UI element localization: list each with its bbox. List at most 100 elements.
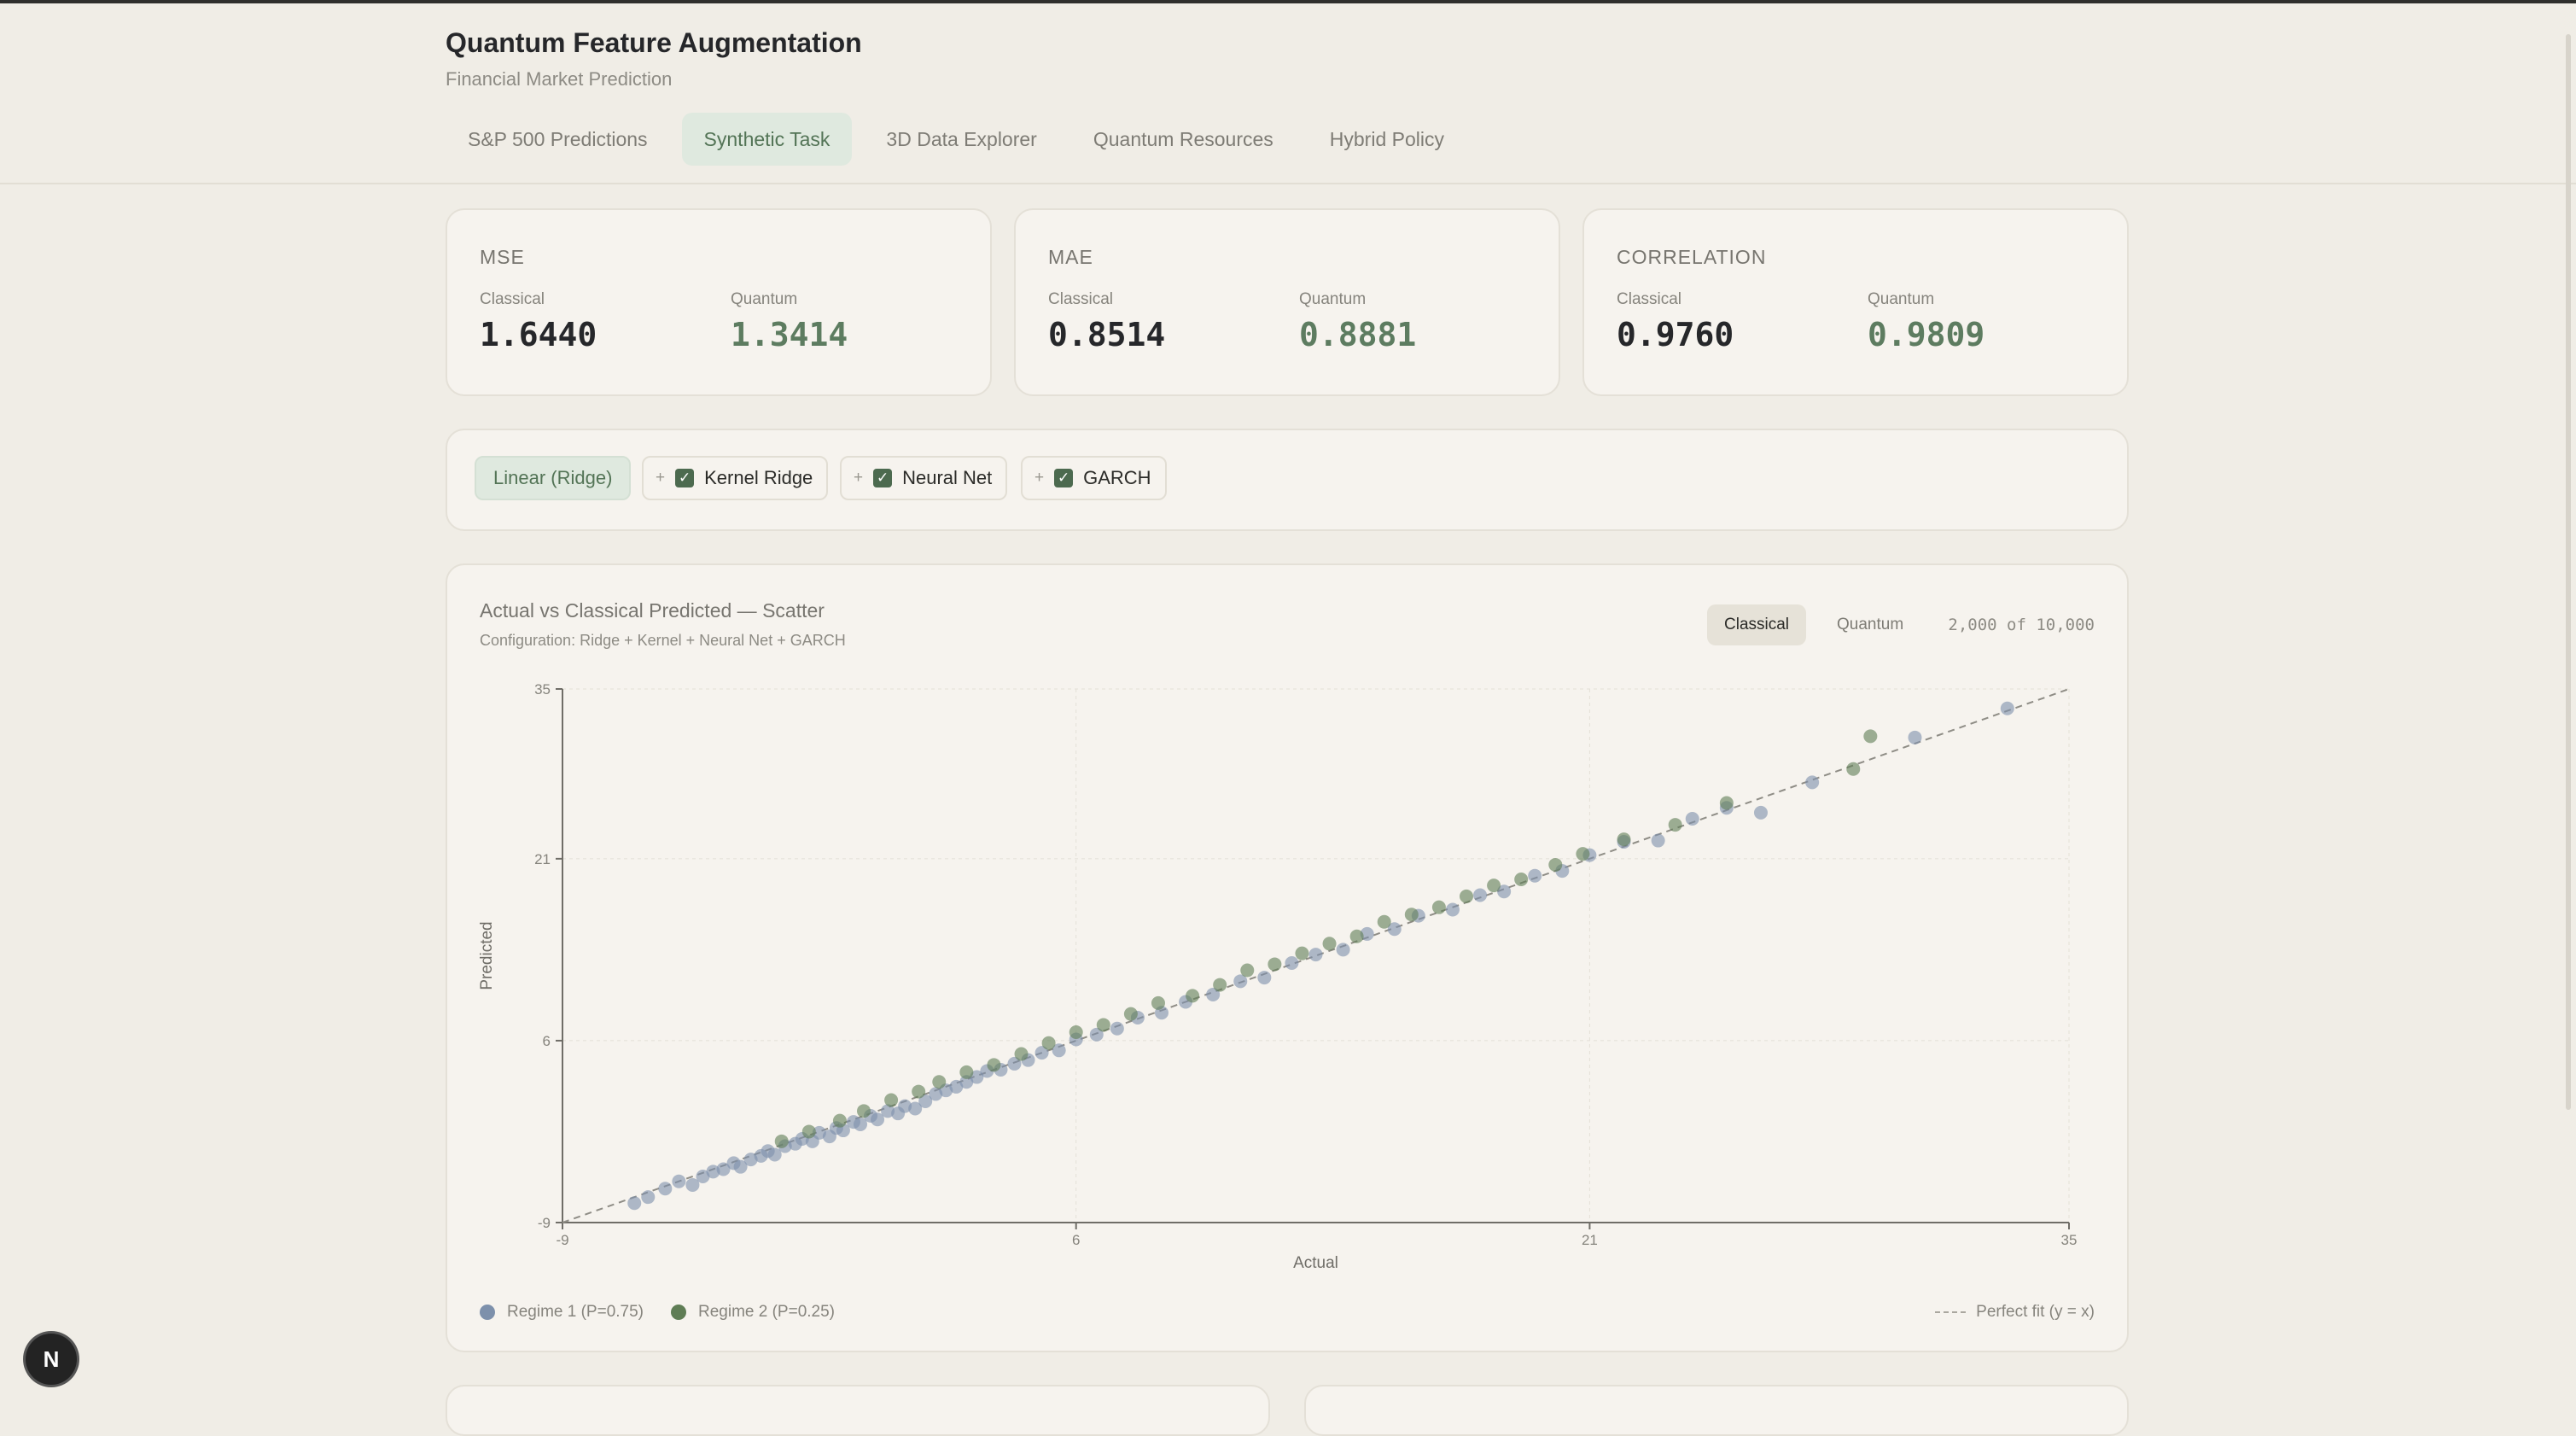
tab-bar: S&P 500 Predictions Synthetic Task 3D Da… [446,113,1466,166]
tab-3d-data-explorer[interactable]: 3D Data Explorer [886,128,1037,150]
checkbox-neural-net[interactable]: ✓ [873,469,893,487]
metric-classical-label: Classical [480,290,545,308]
regime-1-point [949,1079,964,1094]
regime-2-point [1240,963,1255,978]
regime-1-point [853,1117,867,1131]
regime-1-point [1257,971,1272,985]
regime-1-point [871,1112,885,1127]
regime-2-point [1719,796,1734,810]
model-chip-garch[interactable]: + ✓ GARCH [1021,456,1167,500]
regime-2-point [987,1058,1001,1072]
legend-label: Perfect fit (y = x) [1976,1303,2095,1321]
regime-2-point [912,1084,926,1099]
regime-2-point [959,1065,974,1079]
regime-1-point [1206,987,1221,1001]
metric-classical: Classical 0.8514 [1048,290,1165,353]
checkbox-garch[interactable]: ✓ [1054,469,1074,487]
regime-1-point [970,1070,984,1084]
regime-2-point [1123,1007,1138,1021]
metric-classical-value: 1.6440 [480,316,597,353]
regime-2-point [1213,978,1227,992]
regime-1-point [716,1162,731,1176]
model-chip-kernel-ridge[interactable]: + ✓ Kernel Ridge [642,456,829,500]
regime-1-point [1445,902,1460,917]
legend-regime-2: Regime 2 (P=0.25) [671,1303,835,1322]
regime-2-point [1548,857,1563,872]
y-tick-label: 6 [543,1033,551,1049]
regime-2-point [1295,946,1309,960]
regime-1-point [898,1099,912,1113]
y-tick-label: -9 [538,1215,551,1231]
y-axis-label: Predicted [478,921,496,989]
regime-1-point [733,1159,748,1174]
tab-synthetic-task[interactable]: Synthetic Task [681,113,853,166]
regime-2-point [884,1093,899,1107]
metric-classical-value: 0.9760 [1617,316,1734,353]
regime-2-point [1014,1047,1029,1061]
window-top-border [0,0,2576,3]
legend-dashed-line [1935,1311,1967,1313]
legend-swatch-regime-1 [480,1305,495,1320]
regime-2-point [832,1113,847,1128]
metric-quantum-value: 0.8881 [1299,316,1417,353]
metric-quantum-label: Quantum [731,290,798,308]
regime-1-point [2000,701,2014,715]
regime-2-point [1514,873,1529,887]
regime-1-point [812,1125,826,1140]
metric-quantum-value: 1.3414 [731,316,848,353]
x-tick-label: 35 [2061,1232,2078,1248]
model-chip-neural-net[interactable]: + ✓ Neural Net [840,456,1008,500]
regime-2-point [1151,995,1165,1010]
regime-2-point [1349,929,1364,943]
chart-title: Actual vs Classical Predicted — Scatter [480,599,825,622]
sample-count: 2,000 of 10,000 [1948,616,2095,634]
regime-1-point [743,1153,758,1167]
metric-quantum: Quantum 0.8881 [1299,290,1416,353]
legend-swatch-regime-2 [671,1305,686,1320]
regime-2-point [1576,847,1590,861]
regime-1-point [881,1104,895,1118]
regime-2-point [857,1104,871,1118]
tab-sp500-predictions[interactable]: S&P 500 Predictions [468,128,648,150]
bottom-card-right [1304,1385,2129,1436]
view-classical-button[interactable]: Classical [1707,604,1807,645]
regime-1-point [1805,775,1820,790]
view-quantum-button[interactable]: Quantum [1837,616,1904,633]
legend-label: Regime 1 (P=0.75) [507,1303,644,1321]
regime-1-point [908,1101,923,1116]
regime-1-point [672,1174,686,1188]
bottom-card-left [446,1385,1270,1436]
x-tick-label: 21 [1582,1232,1598,1248]
regime-1-point [1089,1027,1104,1042]
metric-card-mse: MSE Classical 1.6440 Quantum 1.3414 [446,208,992,396]
tab-hybrid-policy[interactable]: Hybrid Policy [1329,128,1444,150]
regime-1-point [1336,943,1350,957]
x-axis-label: Actual [1293,1254,1338,1272]
metric-name: CORRELATION [1617,246,1767,268]
regime-2-point [1846,762,1861,776]
checkbox-kernel-ridge[interactable]: ✓ [675,469,695,487]
regime-1-point [1908,730,1922,744]
regime-2-point [1186,989,1200,1003]
regime-1-point [1651,833,1665,848]
model-chip-linear-ridge[interactable]: Linear (Ridge) [475,456,632,500]
regime-1-point [1007,1056,1022,1071]
metric-quantum-label: Quantum [1299,290,1367,308]
regime-1-point [1110,1021,1124,1036]
regime-2-point [1460,889,1473,903]
metric-card-correlation: CORRELATION Classical 0.9760 Quantum 0.9… [1582,208,2129,396]
regime-1-point [658,1182,673,1196]
scrollbar[interactable] [2566,34,2571,1110]
regime-2-point [1268,957,1282,972]
y-tick-label: 21 [534,851,551,867]
legend-perfect-fit: Perfect fit (y = x) [1935,1303,2095,1322]
metric-classical-label: Classical [1048,290,1114,308]
regime-1-point [918,1094,933,1108]
tab-quantum-resources[interactable]: Quantum Resources [1093,128,1273,150]
regime-1-point [1753,805,1768,820]
model-selector: Linear (Ridge) + ✓ Kernel Ridge + ✓ Neur… [446,429,2129,531]
metric-card-mae: MAE Classical 0.8514 Quantum 0.8881 [1014,208,1560,396]
x-tick-label: 6 [1072,1232,1080,1248]
user-avatar[interactable]: N [26,1334,77,1385]
regime-1-point [929,1087,943,1101]
